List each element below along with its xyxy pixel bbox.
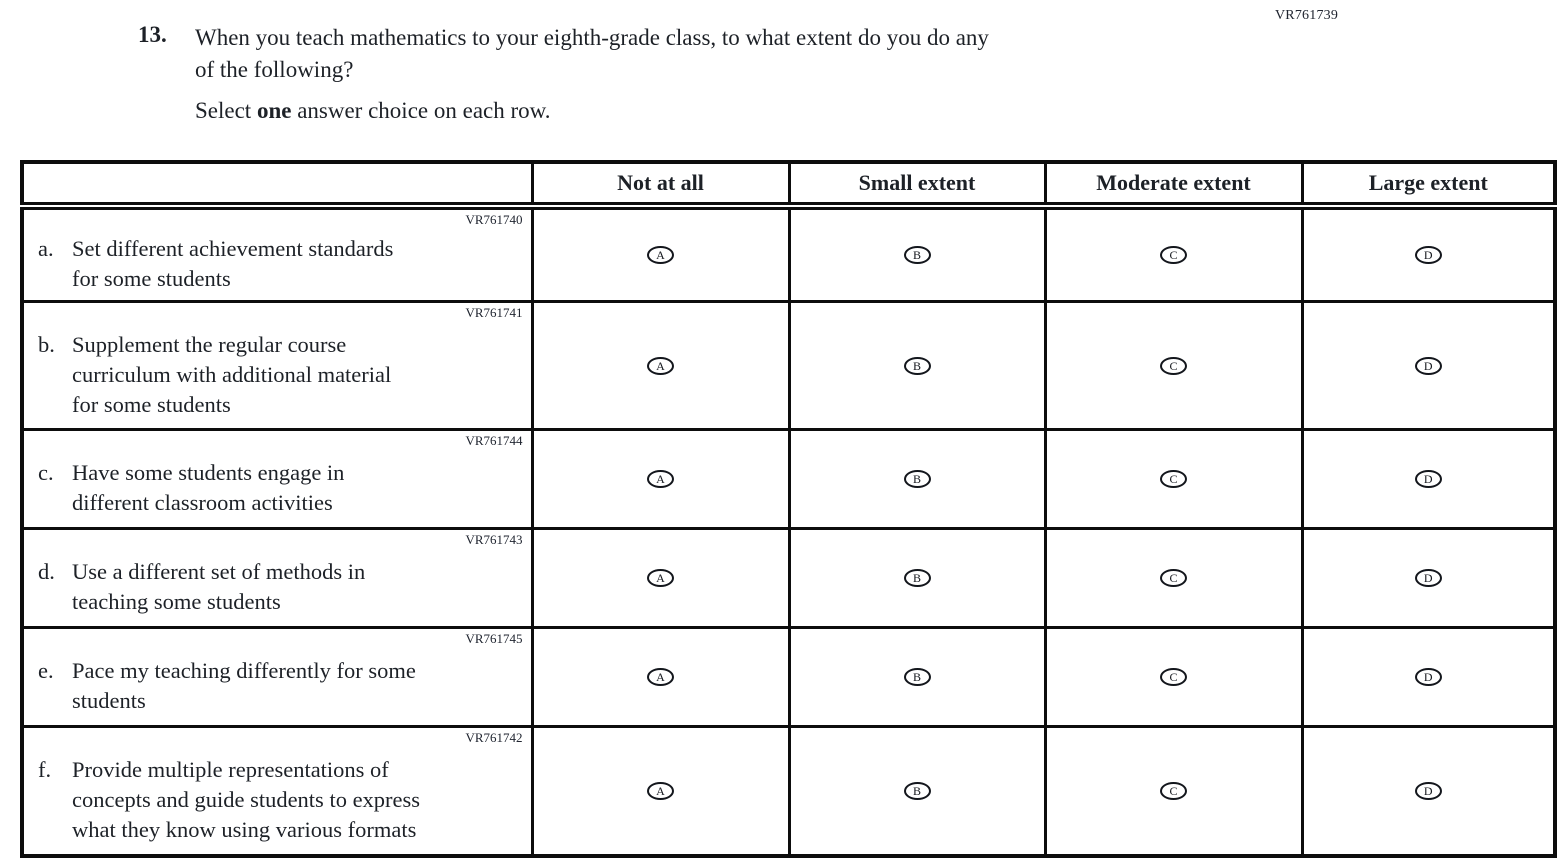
row-d-option-D-bubble[interactable]: D [1414, 569, 1442, 587]
row-letter-b: b. [38, 331, 55, 357]
row-e-option-C-bubble[interactable]: C [1160, 668, 1187, 686]
row-c-option-B-bubble[interactable]: B [903, 470, 931, 488]
row-code-c: VR761744 [465, 433, 523, 448]
question-accession-code: VR761739 [1275, 8, 1339, 23]
row-a-option-C-bubble[interactable]: C [1160, 246, 1187, 264]
row-c-option-D-bubble[interactable]: D [1414, 470, 1442, 488]
header-stem-empty [20, 160, 534, 210]
cell-e-not-at-all: A [530, 626, 791, 728]
header-row: Not at all Small extent Moderate extent … [20, 160, 1557, 210]
cell-b-not-at-all: A [530, 300, 791, 431]
table-row-b: VR761741 b. Supplement the regular cours… [20, 300, 1557, 431]
row-code-b: VR761741 [465, 305, 523, 320]
row-text-c: Have some students engage in different c… [72, 460, 345, 515]
row-code-e: VR761745 [465, 631, 523, 646]
row-f-option-A-bubble[interactable]: A [647, 781, 674, 800]
cell-f-small-extent: B [787, 725, 1047, 857]
table-row-e: VR761745 e. Pace my teaching differently… [20, 626, 1557, 728]
row-code-a: VR761740 [465, 212, 523, 227]
cell-a-large-extent: D [1300, 204, 1557, 303]
cell-d-moderate-extent: C [1043, 527, 1304, 629]
stem-cell-b: VR761741 b. Supplement the regular cours… [20, 300, 534, 431]
table-row-a: VR761740 a. Set different achievement st… [20, 204, 1557, 303]
table-row-c: VR761744 c. Have some students engage in… [20, 428, 1557, 530]
stem-cell-a: VR761740 a. Set different achievement st… [20, 204, 534, 303]
row-letter-f: f. [38, 756, 52, 782]
row-e-option-A-bubble[interactable]: A [647, 668, 674, 686]
row-b-option-D-bubble[interactable]: D [1414, 356, 1442, 375]
instruction-suffix: answer choice on each row. [291, 98, 551, 123]
cell-b-moderate-extent: C [1043, 300, 1304, 431]
row-letter-e: e. [38, 658, 54, 683]
row-a-option-B-bubble[interactable]: B [903, 246, 931, 264]
cell-d-small-extent: B [787, 527, 1047, 629]
row-b-option-B-bubble[interactable]: B [903, 356, 931, 375]
table-row-f: VR761742 f. Provide multiple representat… [20, 725, 1557, 857]
row-text-f: Provide multiple representations of conc… [72, 756, 421, 842]
row-letter-c: c. [38, 460, 54, 485]
question-block: 13. When you teach mathematics to your e… [138, 22, 1258, 124]
cell-f-not-at-all: A [530, 725, 791, 857]
row-b-option-C-bubble[interactable]: C [1160, 356, 1187, 375]
cell-b-small-extent: B [787, 300, 1047, 431]
row-a-option-D-bubble[interactable]: D [1414, 246, 1442, 264]
row-f-option-C-bubble[interactable]: C [1160, 781, 1187, 800]
cell-c-large-extent: D [1300, 428, 1557, 530]
cell-c-moderate-extent: C [1043, 428, 1304, 530]
cell-f-moderate-extent: C [1043, 725, 1304, 857]
row-code-d: VR761743 [465, 532, 523, 547]
row-e-option-B-bubble[interactable]: B [903, 668, 931, 686]
row-f-option-B-bubble[interactable]: B [903, 781, 931, 800]
header-moderate-extent: Moderate extent [1043, 160, 1304, 210]
cell-a-small-extent: B [787, 204, 1047, 303]
header-small-extent: Small extent [787, 160, 1047, 210]
row-letter-d: d. [38, 559, 55, 584]
row-text-b: Supplement the regular course curriculum… [72, 331, 392, 417]
stem-cell-c: VR761744 c. Have some students engage in… [20, 428, 534, 530]
cell-d-not-at-all: A [530, 527, 791, 629]
row-d-option-A-bubble[interactable]: A [647, 569, 674, 587]
row-code-f: VR761742 [465, 730, 523, 745]
cell-a-not-at-all: A [530, 204, 791, 303]
row-e-option-D-bubble[interactable]: D [1414, 668, 1442, 686]
question-instruction: Select one answer choice on each row. [195, 98, 1258, 124]
cell-e-small-extent: B [787, 626, 1047, 728]
stem-cell-f: VR761742 f. Provide multiple representat… [20, 725, 534, 857]
row-text-a: Set different achievement standards for … [72, 236, 394, 291]
cell-f-large-extent: D [1300, 725, 1557, 857]
instruction-bold-word: one [256, 98, 292, 123]
row-text-e: Pace my teaching differently for some st… [72, 658, 416, 713]
instruction-prefix: Select [195, 98, 257, 123]
stem-cell-e: VR761745 e. Pace my teaching differently… [20, 626, 534, 728]
cell-c-small-extent: B [787, 428, 1047, 530]
header-not-at-all: Not at all [530, 160, 791, 210]
row-c-option-C-bubble[interactable]: C [1160, 470, 1187, 488]
row-text-d: Use a different set of methods in teachi… [72, 559, 366, 614]
stem-cell-d: VR761743 d. Use a different set of metho… [20, 527, 534, 629]
row-d-option-B-bubble[interactable]: B [903, 569, 931, 587]
answer-grid-table: Not at all Small extent Moderate extent … [20, 160, 1557, 858]
cell-e-moderate-extent: C [1043, 626, 1304, 728]
row-a-option-A-bubble[interactable]: A [647, 246, 674, 264]
header-large-extent: Large extent [1300, 160, 1557, 210]
cell-d-large-extent: D [1300, 527, 1557, 629]
row-letter-a: a. [38, 236, 54, 261]
row-f-option-D-bubble[interactable]: D [1414, 781, 1442, 800]
question-text: When you teach mathematics to your eight… [195, 25, 989, 82]
cell-c-not-at-all: A [530, 428, 791, 530]
cell-e-large-extent: D [1300, 626, 1557, 728]
question-number: 13. [138, 22, 167, 47]
row-c-option-A-bubble[interactable]: A [647, 470, 674, 488]
cell-b-large-extent: D [1300, 300, 1557, 431]
row-d-option-C-bubble[interactable]: C [1160, 569, 1187, 587]
cell-a-moderate-extent: C [1043, 204, 1304, 303]
row-b-option-A-bubble[interactable]: A [647, 356, 674, 375]
table-row-d: VR761743 d. Use a different set of metho… [20, 527, 1557, 629]
